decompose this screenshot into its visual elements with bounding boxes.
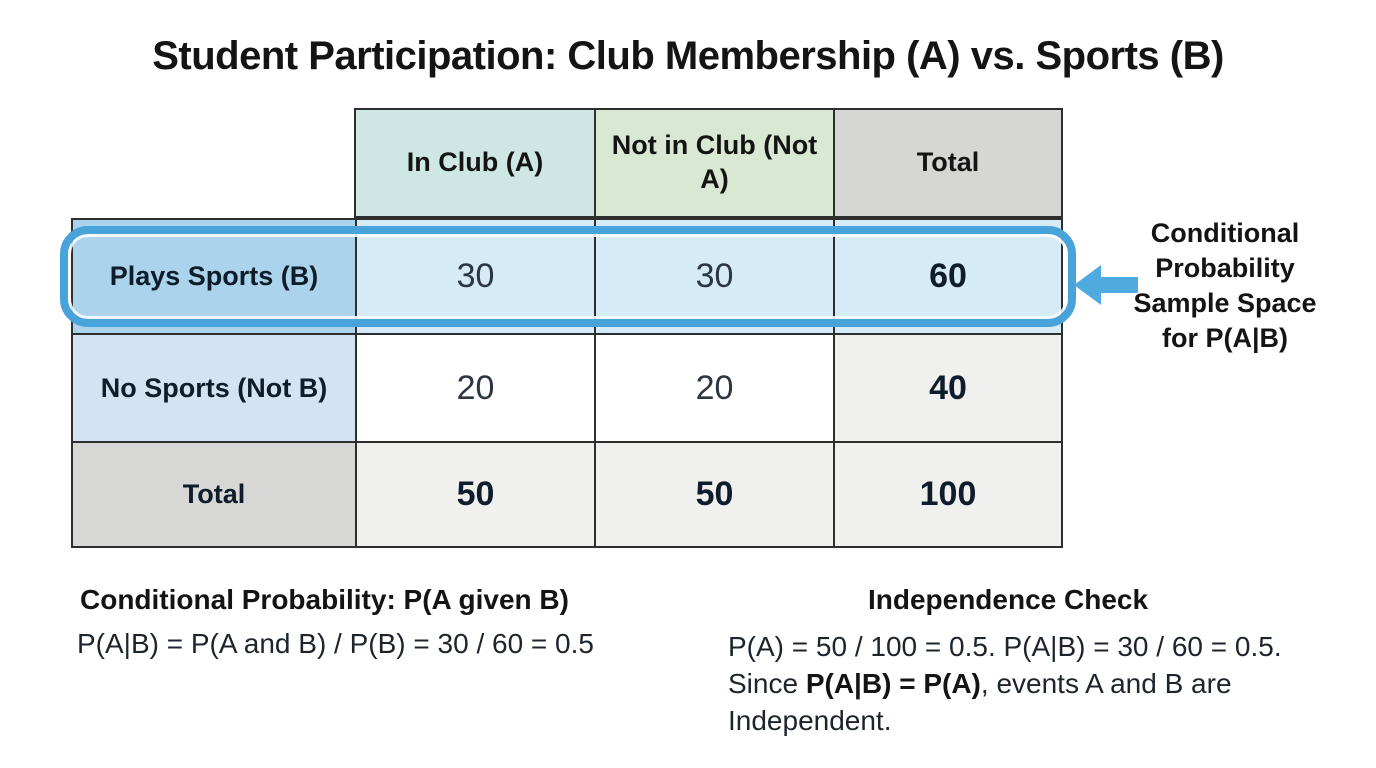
independence-line-3: Independent. <box>728 705 892 736</box>
cell-nosports-not-in-club: 20 <box>596 335 835 443</box>
cell-sports-in-club: 30 <box>357 220 596 335</box>
cell-grand-total: 100 <box>835 443 1061 546</box>
cell-total-in-club: 50 <box>357 443 596 546</box>
header-cell-in-club: In Club (A) <box>356 110 596 216</box>
left-arrow-icon <box>1074 263 1138 307</box>
left-arrow-shape <box>1074 265 1138 305</box>
cell-nosports-total: 40 <box>835 335 1061 443</box>
cell-total-not-in-club: 50 <box>596 443 835 546</box>
annotation-line: Conditional <box>1150 218 1300 248</box>
cell-sports-not-in-club: 30 <box>596 220 835 335</box>
independence-bold-equality: P(A|B) = P(A) <box>805 668 981 699</box>
header-cell-total: Total <box>835 110 1061 216</box>
row-label-plays-sports: Plays Sports (B) <box>73 220 357 335</box>
contingency-table-body: Plays Sports (B) 30 30 60 No Sports (Not… <box>71 218 1063 548</box>
annotation-line: for P(A|B) <box>1161 323 1289 353</box>
independence-line-2: Since P(A|B) = P(A), events A and B are <box>728 668 1232 699</box>
independence-check-text: P(A) = 50 / 100 = 0.5. P(A|B) = 30 / 60 … <box>728 628 1348 739</box>
independence-line-1: P(A) = 50 / 100 = 0.5. P(A|B) = 30 / 60 … <box>728 631 1282 662</box>
conditional-sample-space-label: Conditional Probability Sample Space for… <box>1130 216 1320 356</box>
independence-check-heading: Independence Check <box>867 584 1149 615</box>
table-header-row: In Club (A) Not in Club (Not A) Total <box>354 108 1063 218</box>
row-label-total: Total <box>73 443 357 546</box>
conditional-probability-heading: Conditional Probability: P(A given B) <box>80 584 569 615</box>
conditional-probability-formula: P(A|B) = P(A and B) / P(B) = 30 / 60 = 0… <box>77 628 594 659</box>
annotation-line: Probability <box>1155 253 1295 283</box>
page-title: Student Participation: Club Membership (… <box>152 34 1224 78</box>
annotation-line: Sample Space <box>1133 288 1317 318</box>
cell-sports-total: 60 <box>835 220 1061 335</box>
row-label-no-sports: No Sports (Not B) <box>73 335 357 443</box>
cell-nosports-in-club: 20 <box>357 335 596 443</box>
header-cell-not-in-club: Not in Club (Not A) <box>596 110 835 216</box>
